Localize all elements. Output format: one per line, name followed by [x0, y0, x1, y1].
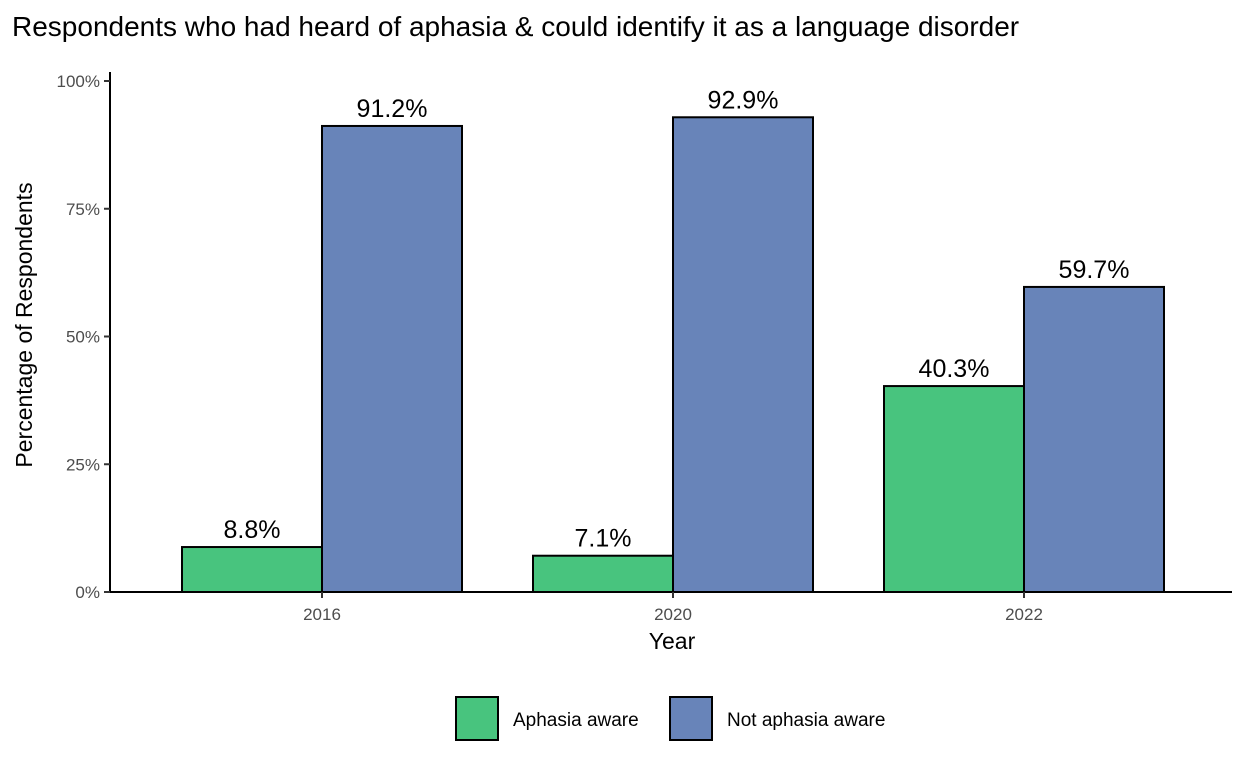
- y-tick-label: 75%: [66, 200, 100, 219]
- data-label: 59.7%: [1059, 256, 1130, 284]
- legend-swatch: [455, 696, 499, 741]
- x-tick-label: 2016: [303, 605, 341, 624]
- legend-label: Aphasia aware: [513, 710, 639, 731]
- y-ticks: 0% 25% 50% 75% 100%: [57, 72, 110, 602]
- x-tick-label: 2020: [654, 605, 692, 624]
- bar-aphasia-aware-2016: [181, 546, 323, 593]
- y-tick-label: 25%: [66, 455, 100, 474]
- bar-aphasia-aware-2022: [883, 385, 1025, 593]
- bar-not-aphasia-aware-2022: [1023, 285, 1165, 593]
- y-axis-title: Percentage of Respondents: [11, 182, 37, 467]
- x-axis-title: Year: [649, 628, 696, 654]
- bar-aphasia-aware-2020: [532, 554, 674, 593]
- bars: 8.8% 91.2% 7.1% 92.9% 40.3% 59.7%: [181, 86, 1165, 594]
- y-tick-label: 0%: [75, 583, 100, 602]
- bar-not-aphasia-aware-2016: [321, 124, 463, 594]
- legend-swatch: [669, 696, 713, 741]
- y-tick-label: 100%: [57, 72, 100, 91]
- chart-title: Respondents who had heard of aphasia & c…: [12, 11, 1019, 42]
- data-label: 8.8%: [224, 516, 281, 544]
- bar-not-aphasia-aware-2020: [672, 116, 814, 593]
- data-label: 92.9%: [708, 86, 779, 114]
- x-tick-label: 2022: [1005, 605, 1043, 624]
- data-label: 7.1%: [575, 525, 632, 553]
- x-ticks: 2016 2020 2022: [303, 592, 1043, 624]
- data-label: 40.3%: [919, 355, 990, 383]
- y-tick-label: 50%: [66, 328, 100, 347]
- legend-label: Not aphasia aware: [727, 710, 885, 731]
- legend: Aphasia aware Not aphasia aware: [455, 696, 885, 741]
- data-label: 91.2%: [357, 95, 428, 123]
